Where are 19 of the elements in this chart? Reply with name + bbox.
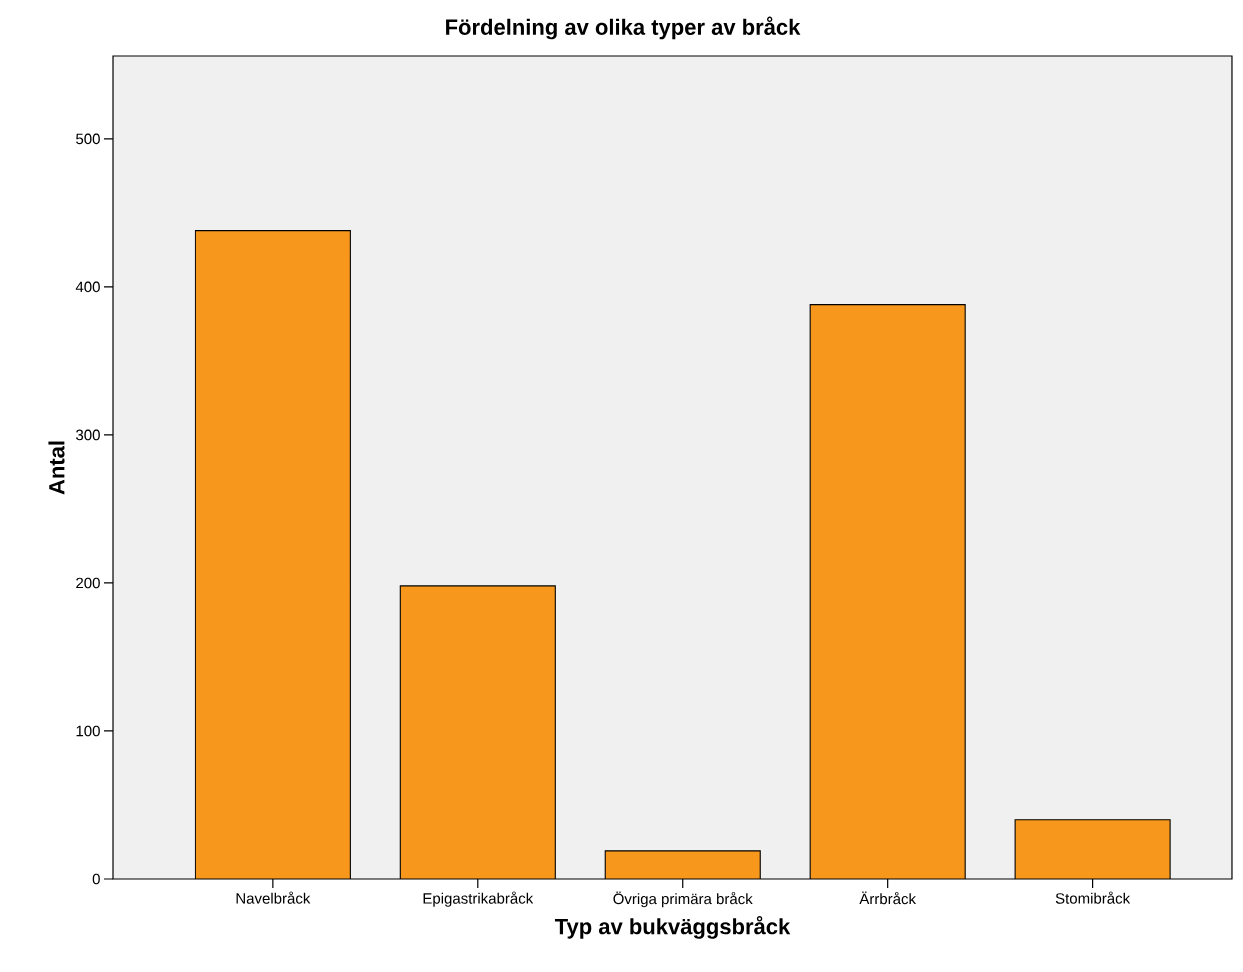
x-tick-label: Stomibråck (1055, 891, 1131, 904)
bar (195, 230, 351, 879)
y-tick-label: 200 (76, 577, 100, 589)
x-tick-label: Övriga primära bråck (613, 891, 753, 908)
chart-title: Fördelning av olika typer av bråck (446, 16, 801, 40)
x-tick-label: Epigastrikabråck (423, 891, 534, 907)
y-axis-title: Antal (48, 441, 65, 495)
y-tick-label: 500 (76, 133, 100, 145)
x-tick-label: Navelbråck (236, 891, 311, 904)
bar (809, 304, 966, 879)
x-tick-label: Ärrbråck (859, 891, 917, 905)
y-tick-label: 100 (76, 725, 100, 737)
x-axis-title: Typ av bukväggsbråck (554, 916, 791, 939)
y-tick-label: 0 (92, 873, 100, 885)
y-tick-label: 300 (76, 429, 100, 441)
y-tick-label: 400 (75, 281, 100, 293)
bar (399, 585, 556, 879)
bar (604, 850, 761, 879)
bar (1014, 819, 1171, 879)
